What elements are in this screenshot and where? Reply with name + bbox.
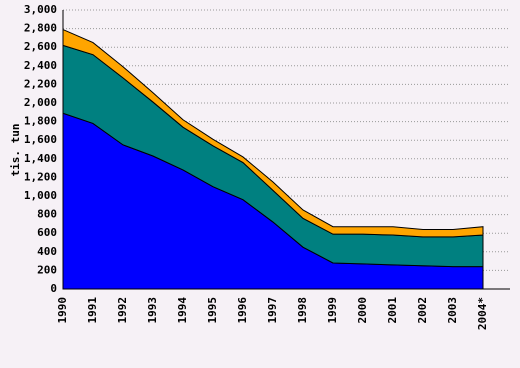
x-tick-label: 1999 — [326, 297, 339, 324]
y-tick-label: 400 — [37, 245, 57, 258]
x-tick-label: 2002 — [416, 297, 429, 324]
y-tick-label: 3,000 — [24, 3, 57, 16]
y-tick-label: 2,800 — [24, 22, 57, 35]
x-tick-label: 1992 — [116, 297, 129, 324]
y-tick-label: 600 — [37, 226, 57, 239]
x-tick-label: 1995 — [206, 297, 219, 324]
y-tick-label: 1,000 — [24, 189, 57, 202]
x-tick-label: 2003 — [446, 297, 459, 324]
x-tick-label: 2004* — [476, 297, 489, 330]
y-tick-label: 800 — [37, 208, 57, 221]
y-tick-label: 2,200 — [24, 77, 57, 90]
y-tick-label: 2,600 — [24, 40, 57, 53]
y-tick-label: 200 — [37, 263, 57, 276]
x-tick-label: 1991 — [86, 297, 99, 324]
x-tick-label: 1993 — [146, 297, 159, 324]
x-tick-label: 1990 — [56, 297, 69, 324]
x-tick-label: 2000 — [356, 297, 369, 324]
y-axis-label: tis. tun — [9, 124, 22, 177]
y-tick-label: 0 — [50, 282, 57, 295]
y-tick-label: 1,200 — [24, 170, 57, 183]
x-tick-label: 1996 — [236, 297, 249, 324]
y-tick-label: 2,400 — [24, 59, 57, 72]
y-tick-label: 1,600 — [24, 133, 57, 146]
y-tick-label: 2,000 — [24, 96, 57, 109]
y-tick-label: 1,800 — [24, 115, 57, 128]
y-tick-label: 1,400 — [24, 152, 57, 165]
area — [62, 28, 484, 238]
x-tick-label: 2001 — [386, 297, 399, 324]
x-tick-label: 1994 — [176, 297, 189, 324]
x-tick-label: 1998 — [296, 297, 309, 324]
x-tick-label: 1997 — [266, 297, 279, 324]
